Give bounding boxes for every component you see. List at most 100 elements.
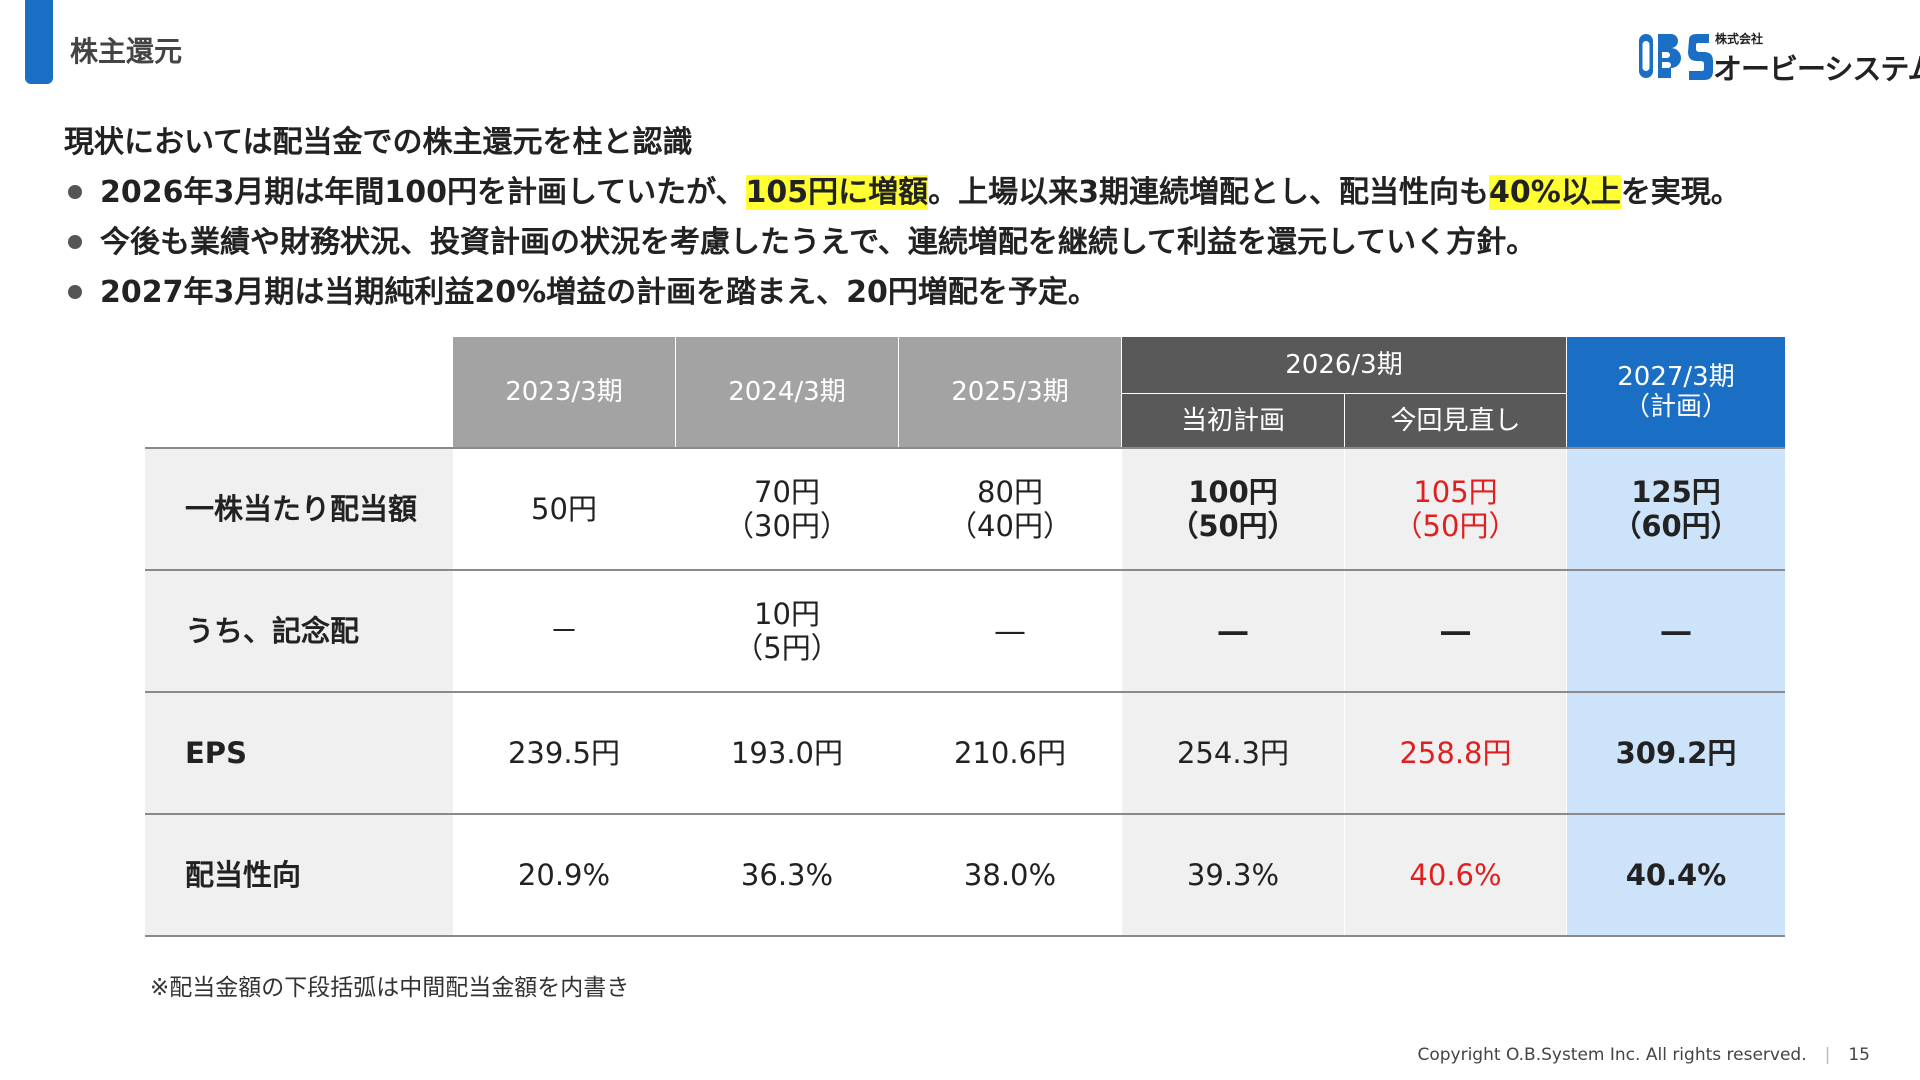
cell-value: 105円 [1413, 475, 1498, 509]
table-cell-revised: 40.6% [1345, 815, 1566, 935]
table-cell: － [453, 571, 675, 691]
company-logo: 株式会社 オービーシステム [1637, 30, 1920, 86]
table-cell: 100円 （50円） [1122, 449, 1344, 569]
table-cell-plan: 125円 （60円） [1567, 449, 1785, 569]
highlighted-text: 105円に増額 [745, 175, 929, 210]
table-cell-revised: 258.8円 [1345, 693, 1566, 813]
row-divider [145, 691, 1785, 693]
row-label: 一株当たり配当額 [145, 449, 453, 569]
row-divider [145, 813, 1785, 815]
cell-subvalue: （50円） [1169, 509, 1297, 543]
column-group-header: 2026/3期 [1122, 337, 1566, 393]
table-cell-plan: ― [1567, 571, 1785, 691]
cell-value: 10円 [754, 597, 820, 631]
dividend-table: 2023/3期 2024/3期 2025/3期 2026/3期 当初計画 今回見… [145, 337, 1785, 937]
logo-company-name: オービーシステム [1713, 52, 1920, 86]
cell-value: 254.3円 [1176, 736, 1290, 770]
table-cell: 36.3% [676, 815, 898, 935]
cell-value: 50円 [531, 492, 597, 526]
row-label: 配当性向 [145, 815, 453, 935]
table-cell: 70円 （30円） [676, 449, 898, 569]
table-cell: 210.6円 [899, 693, 1121, 813]
table-cell-plan: 309.2円 [1567, 693, 1785, 813]
bullet-item: 2027年3月期は当期純利益20%増益の計画を踏まえ、20円増配を予定。 [64, 268, 1864, 318]
table-cell: ― [1122, 571, 1344, 691]
cell-value: 70円 [754, 475, 820, 509]
cell-value: 39.3% [1186, 858, 1280, 892]
bullet-text: を実現。 [1620, 175, 1741, 210]
cell-value: 210.6円 [953, 736, 1067, 770]
cell-value: ― [1441, 614, 1470, 648]
cell-value: 38.0% [963, 858, 1057, 892]
bullets-heading: 現状においては配当金での株主還元を柱と認識 [64, 125, 693, 160]
row-label: うち、記念配 [145, 571, 453, 691]
footer-separator: | [1824, 1045, 1831, 1065]
cell-subvalue: （40円） [948, 509, 1072, 543]
bullet-dot-icon [68, 234, 82, 249]
bullet-dot-icon [68, 284, 82, 299]
highlighted-text: 40%以上 [1489, 175, 1621, 210]
footer: Copyright O.B.System Inc. All rights res… [1417, 1045, 1870, 1065]
table-cell-revised: 105円 （50円） [1345, 449, 1566, 569]
table-cell-revised: ― [1345, 571, 1566, 691]
page-number: 15 [1848, 1045, 1870, 1065]
cell-value: 80円 [977, 475, 1043, 509]
cell-value: 36.3% [740, 858, 834, 892]
cell-value: 309.2円 [1615, 736, 1737, 770]
column-header: 2025/3期 [899, 337, 1121, 447]
cell-value: 125円 [1631, 475, 1721, 509]
column-header-plan: 2027/3期 （計画） [1567, 337, 1785, 447]
cell-subvalue: （5円） [734, 631, 840, 665]
cell-value: ― [1661, 614, 1691, 648]
cell-value: 100円 [1188, 475, 1278, 509]
cell-value: ― [995, 614, 1025, 648]
cell-value: ― [1218, 614, 1248, 648]
table-cell: 239.5円 [453, 693, 675, 813]
table-cell: ― [899, 571, 1121, 691]
title-accent-bar [25, 0, 53, 84]
bullet-text: 2027年3月期は当期純利益20%増益の計画を踏まえ、20円増配を予定。 [100, 275, 1098, 310]
cell-subvalue: （30円） [725, 509, 849, 543]
column-header: 2024/3期 [676, 337, 898, 447]
row-divider [145, 569, 1785, 571]
column-subheader: 今回見直し [1345, 394, 1566, 447]
obs-logo-mark-icon [1639, 34, 1713, 80]
row-divider [145, 447, 1785, 449]
table-cell: 193.0円 [676, 693, 898, 813]
table-cell: 20.9% [453, 815, 675, 935]
bullet-text: 2026年3月期は年間100円を計画していたが、 [100, 175, 746, 210]
cell-value: 258.8円 [1399, 736, 1512, 770]
cell-subvalue: （50円） [1393, 509, 1518, 543]
column-subheader: 当初計画 [1122, 394, 1344, 447]
logo-company-type: 株式会社 [1715, 32, 1764, 46]
table-cell: 38.0% [899, 815, 1121, 935]
column-header: 2023/3期 [453, 337, 675, 447]
table-cell: 10円 （5円） [676, 571, 898, 691]
table-cell: 254.3円 [1122, 693, 1344, 813]
table-cell: 50円 [453, 449, 675, 569]
summary-bullets: 現状においては配当金での株主還元を柱と認識 2026年3月期は年間100円を計画… [64, 118, 1864, 318]
table-cell: 39.3% [1122, 815, 1344, 935]
page-title: 株主還元 [70, 35, 183, 68]
cell-value: 193.0円 [730, 736, 844, 770]
column-header-line: 2027/3期 [1617, 362, 1735, 392]
cell-value: 40.4% [1625, 858, 1727, 892]
bullet-item: 2026年3月期は年間100円を計画していたが、105円に増額。上場以来3期連続… [64, 168, 1864, 218]
bullet-dot-icon [68, 184, 82, 199]
row-label: EPS [145, 693, 453, 813]
cell-subvalue: （60円） [1612, 509, 1740, 543]
table-footnote: ※配当金額の下段括弧は中間配当金額を内書き [150, 975, 630, 1001]
row-divider [145, 935, 1785, 937]
cell-value: － [549, 614, 579, 648]
table-cell: 80円 （40円） [899, 449, 1121, 569]
copyright-text: Copyright O.B.System Inc. All rights res… [1417, 1045, 1807, 1065]
bullet-item: 今後も業績や財務状況、投資計画の状況を考慮したうえで、連続増配を継続して利益を還… [64, 218, 1864, 268]
bullet-text: 今後も業績や財務状況、投資計画の状況を考慮したうえで、連続増配を継続して利益を還… [100, 225, 1537, 260]
table-cell-plan: 40.4% [1567, 815, 1785, 935]
header-divider [1122, 393, 1566, 394]
bullet-text: 。上場以来3期連続増配とし、配当性向も [928, 175, 1489, 210]
cell-value: 20.9% [517, 858, 611, 892]
cell-value: 40.6% [1409, 858, 1502, 892]
cell-value: 239.5円 [507, 736, 621, 770]
column-header-line: （計画） [1623, 392, 1728, 422]
